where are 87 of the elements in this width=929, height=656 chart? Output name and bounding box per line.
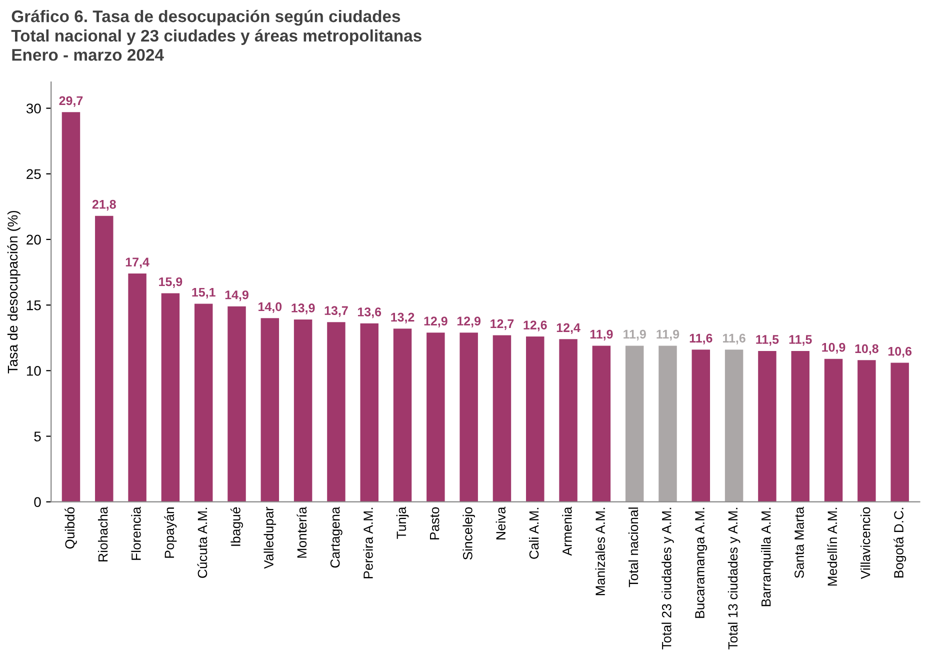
data-label: 10,9 bbox=[822, 342, 846, 354]
bar bbox=[393, 328, 412, 502]
x-tick-label: Bogotá D.C. bbox=[894, 508, 906, 578]
data-label: 12,6 bbox=[524, 320, 547, 332]
data-label: 11,6 bbox=[690, 334, 712, 344]
data-label: 15,9 bbox=[159, 277, 182, 288]
x-tick-label: Montería bbox=[296, 506, 307, 558]
x-tick-label: Ibagué bbox=[230, 507, 243, 546]
x-tick-label: Cartagena bbox=[330, 506, 342, 568]
data-label: 14,9 bbox=[225, 290, 248, 302]
bar bbox=[824, 358, 843, 502]
x-tick-label: Sincelejo bbox=[462, 507, 475, 560]
data-label: 12,4 bbox=[556, 323, 580, 334]
y-tick-label: 25 bbox=[26, 169, 41, 180]
data-label: 29,7 bbox=[59, 96, 83, 107]
bar bbox=[95, 216, 114, 502]
bar bbox=[460, 332, 478, 502]
x-tick-label: Pereira A.M. bbox=[363, 508, 373, 578]
bar bbox=[128, 274, 146, 502]
bar bbox=[692, 350, 710, 502]
bar bbox=[658, 346, 677, 502]
bar bbox=[492, 335, 512, 502]
bar bbox=[360, 323, 378, 502]
y-tick-label: 15 bbox=[26, 300, 41, 310]
chart-title: Gráfico 6. Tasa de desocupación según ciudades Total nacional y 23 ciudades y áreas metropolitanas Enero - marzo 2024 bbox=[11, 10, 422, 61]
x-tick-label: Total nacional bbox=[628, 508, 638, 588]
y-tick-label: 20 bbox=[26, 234, 41, 245]
x-tick-label: Bucaramanga A.M. bbox=[695, 508, 708, 618]
data-label: 13,6 bbox=[358, 307, 382, 318]
x-tick-label: Tunja bbox=[396, 506, 409, 539]
data-label: 12,9 bbox=[424, 316, 448, 328]
y-tick-label: 10 bbox=[26, 366, 41, 376]
x-tick-label: Barranquilla A.M. bbox=[761, 508, 774, 606]
y-tick-label: 30 bbox=[26, 104, 41, 114]
bar bbox=[724, 350, 744, 502]
bar bbox=[294, 319, 312, 502]
bar bbox=[791, 350, 810, 502]
bar bbox=[161, 293, 180, 502]
data-label: 11,9 bbox=[624, 330, 646, 340]
data-label: 11,9 bbox=[590, 330, 613, 340]
bar bbox=[426, 332, 445, 502]
data-label: 14,0 bbox=[258, 302, 282, 313]
bar bbox=[625, 346, 644, 502]
data-label: 13,9 bbox=[292, 304, 315, 314]
data-label: 13,7 bbox=[324, 306, 348, 317]
bar bbox=[592, 346, 611, 502]
data-label: 11,6 bbox=[723, 334, 746, 344]
x-tick-label: Armenia bbox=[562, 506, 572, 556]
data-label: 10,8 bbox=[855, 344, 878, 355]
data-label: 11,5 bbox=[756, 335, 779, 346]
x-tick-label: Manizales A.M. bbox=[595, 508, 605, 596]
bar bbox=[890, 362, 909, 502]
x-tick-label: Total 13 ciudades y A.M. bbox=[728, 508, 740, 650]
data-label: 13,2 bbox=[391, 312, 414, 324]
x-tick-label: Quibdó bbox=[64, 507, 77, 549]
data-label: 21,8 bbox=[92, 200, 116, 211]
bar bbox=[194, 304, 213, 502]
data-label: 11,5 bbox=[789, 335, 812, 346]
x-tick-label: Valledupar bbox=[264, 506, 276, 569]
data-label: 10,6 bbox=[888, 346, 912, 358]
bar bbox=[62, 112, 80, 502]
bar bbox=[559, 339, 578, 502]
data-label: 12,9 bbox=[457, 316, 481, 328]
y-tick-label: 5 bbox=[34, 432, 41, 442]
x-tick-label: Total 23 ciudades y A.M. bbox=[662, 508, 674, 650]
bar bbox=[858, 360, 876, 502]
x-tick-label: Neiva bbox=[496, 506, 506, 540]
bar bbox=[260, 318, 280, 502]
x-tick-label: Medellín A.M. bbox=[827, 508, 838, 586]
x-tick-label: Cali A.M. bbox=[528, 508, 539, 559]
data-label: 12,7 bbox=[490, 319, 514, 330]
x-tick-label: Riohacha bbox=[98, 506, 108, 562]
x-tick-label: Cúcuta A.M. bbox=[197, 508, 208, 578]
data-label: 11,9 bbox=[656, 330, 680, 340]
bar bbox=[526, 336, 544, 502]
y-tick-label: 0 bbox=[34, 497, 41, 508]
x-tick-label: Pasto bbox=[430, 507, 440, 540]
y-axis-title: Tasa de desocupación (%) bbox=[7, 210, 20, 374]
bar bbox=[327, 322, 346, 502]
bar bbox=[228, 306, 246, 502]
data-label: 17,4 bbox=[126, 258, 150, 268]
data-label: 15,1 bbox=[192, 288, 216, 298]
x-tick-label: Popayán bbox=[164, 508, 177, 558]
x-tick-label: Villavicencio bbox=[860, 507, 870, 580]
x-tick-label: Santa Marta bbox=[794, 506, 804, 578]
x-tick-label: Florencia bbox=[131, 506, 141, 560]
bar bbox=[758, 350, 776, 502]
